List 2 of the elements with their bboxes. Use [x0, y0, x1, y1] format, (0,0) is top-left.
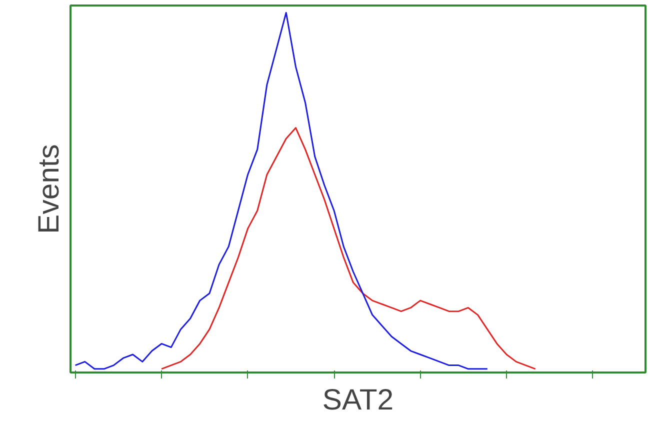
- y-axis-title: Events: [32, 144, 66, 234]
- x-axis-title: SAT2: [322, 384, 394, 416]
